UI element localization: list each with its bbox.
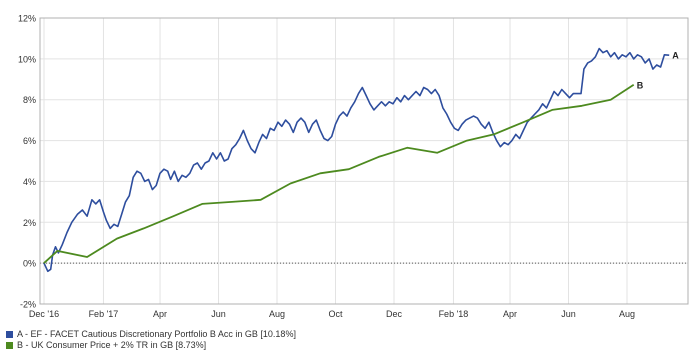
legend: A - EF - FACET Cautious Discretionary Po… [6, 329, 296, 351]
x-tick-label: Jun [211, 309, 226, 319]
y-tick-label: -2% [20, 300, 36, 310]
series-lines [43, 47, 670, 273]
legend-label-a: A - EF - FACET Cautious Discretionary Po… [17, 329, 296, 339]
legend-item-a: A - EF - FACET Cautious Discretionary Po… [6, 329, 296, 340]
series-end-label-b: B [637, 80, 644, 90]
series-end-labels: AB [637, 51, 679, 91]
x-tick-label: Apr [153, 309, 167, 319]
x-tick-label: Oct [328, 309, 343, 319]
grid-lines [40, 17, 688, 305]
y-tick-label: 8% [23, 95, 36, 105]
x-tick-label: Dec '16 [29, 309, 59, 319]
legend-item-b: B - UK Consumer Price + 2% TR in GB [8.7… [6, 340, 296, 351]
x-tick-label: Dec [386, 309, 403, 319]
x-tick-label: Aug [269, 309, 285, 319]
y-tick-label: 0% [23, 259, 36, 269]
x-tick-label: Feb '17 [89, 309, 119, 319]
legend-label-b: B - UK Consumer Price + 2% TR in GB [8.7… [17, 340, 207, 350]
y-tick-label: 4% [23, 177, 36, 187]
plot-frame [39, 17, 689, 305]
series-line-b [43, 84, 635, 264]
x-tick-label: Feb '18 [439, 309, 469, 319]
y-axis-ticks: -2% 0% 2% 4% 6% 8% 10% 12% [18, 14, 36, 310]
y-tick-label: 10% [18, 54, 36, 64]
y-tick-label: 6% [23, 136, 36, 146]
x-axis-ticks: Dec '16 Feb '17 Apr Jun Aug Oct Dec Feb '18 Apr J… [29, 309, 635, 319]
x-tick-label: Jun [561, 309, 576, 319]
y-tick-label: 12% [18, 14, 36, 24]
legend-swatch-b [6, 342, 13, 349]
x-tick-label: Aug [619, 309, 635, 319]
line-chart: -2% 0% 2% 4% 6% 8% 10% 12% Dec '16 Feb '17 Apr Jun… [18, 14, 689, 319]
x-tick-label: Apr [503, 309, 517, 319]
y-tick-label: 2% [23, 218, 36, 228]
legend-swatch-a [6, 331, 13, 338]
series-line-a [43, 47, 670, 273]
series-end-label-a: A [672, 51, 679, 61]
